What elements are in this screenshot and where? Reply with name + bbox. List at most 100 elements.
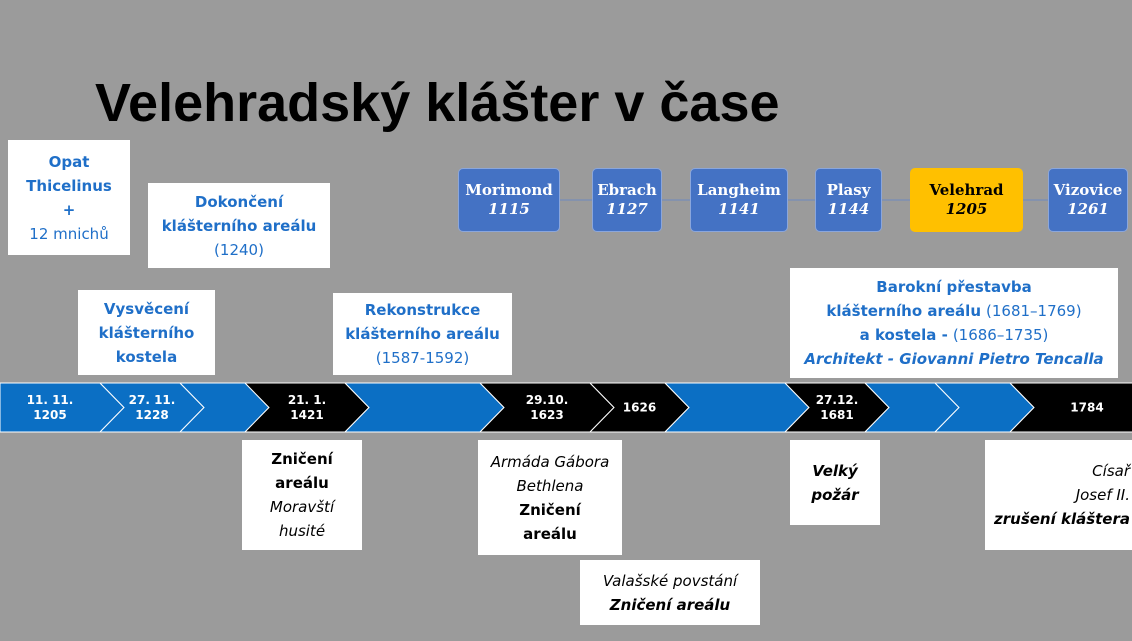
event-box: Císař Josef II. zrušení kláštera xyxy=(985,440,1132,550)
event-line: Zničení areálu xyxy=(610,593,730,617)
event-line: kostela xyxy=(116,345,177,369)
event-text: Dokončení xyxy=(195,193,283,211)
event-text: Architekt - Giovanni Pietro Tencalla xyxy=(804,350,1103,368)
event-line: a kostela - (1686–1735) xyxy=(860,323,1049,347)
event-text: Zničení xyxy=(271,450,333,468)
event-line: Architekt - Giovanni Pietro Tencalla xyxy=(804,347,1103,371)
monastery-name: Ebrach xyxy=(597,181,657,200)
event-line: (1587-1592) xyxy=(376,346,469,370)
event-line: klášterního areálu (1681–1769) xyxy=(826,299,1081,323)
event-line: Zničení xyxy=(519,498,581,522)
date-label: 27.12. xyxy=(816,393,859,407)
event-text: Zničení xyxy=(519,501,581,519)
event-line: požár xyxy=(811,483,858,507)
title: Velehradský klášter v čase xyxy=(95,72,780,134)
event-line: klášterního xyxy=(99,321,195,345)
monastery-name: Langheim xyxy=(697,181,781,200)
event-line: Valašské povstání xyxy=(603,569,737,593)
event-text: Armáda Gábora xyxy=(491,453,610,471)
date-label: 27. 11. xyxy=(129,393,176,407)
monastery-year: 1141 xyxy=(718,200,760,219)
event-text: klášterního areálu xyxy=(345,325,500,343)
monastery-year: 1115 xyxy=(488,200,530,219)
monastery-name: Plasy xyxy=(827,181,871,200)
date-label: 1228 xyxy=(135,408,168,422)
event-text: Thicelinus xyxy=(26,177,112,195)
event-line: 12 mnichů xyxy=(29,222,108,246)
date-label: 1623 xyxy=(530,408,563,422)
event-line: Dokončení xyxy=(195,190,283,214)
event-line: Vysvěcení xyxy=(104,297,189,321)
event-text: areálu xyxy=(523,525,577,543)
event-line: Bethlena xyxy=(516,474,583,498)
event-line: Opat xyxy=(49,150,90,174)
event-text: husité xyxy=(279,522,325,540)
event-box: Vysvěcení klášterního kostela xyxy=(78,290,215,375)
event-line: Velký xyxy=(812,459,858,483)
event-line: Císař xyxy=(1092,459,1130,483)
event-text: klášterního xyxy=(99,324,195,342)
event-text: klášterního areálu xyxy=(826,302,981,320)
event-box: Velký požár xyxy=(790,440,880,525)
monastery-name: Vizovice xyxy=(1054,181,1123,200)
event-text: Císař xyxy=(1092,462,1130,480)
monastery-year: 1144 xyxy=(828,200,870,219)
event-text: Zničení areálu xyxy=(610,596,730,614)
event-text: + xyxy=(63,201,76,219)
event-text: Vysvěcení xyxy=(104,300,189,318)
slide: 11. 11.120527. 11.122821. 1.142129.10.16… xyxy=(0,0,1132,641)
date-label: 1421 xyxy=(290,408,323,422)
event-text: Moravští xyxy=(270,498,334,516)
event-box: Rekonstrukce klášterního areálu (1587-1592… xyxy=(333,293,512,375)
event-line: Thicelinus xyxy=(26,174,112,198)
event-line: Rekonstrukce xyxy=(365,298,481,322)
event-line: Zničení xyxy=(271,447,333,471)
event-box: Dokončení klášterního areálu (1240) xyxy=(148,183,330,268)
monastery-year: 1261 xyxy=(1067,200,1109,219)
monastery-year: 1205 xyxy=(946,200,988,219)
event-text: a kostela - xyxy=(860,326,948,344)
event-line: klášterního areálu xyxy=(162,214,317,238)
event-text: Barokní přestavba xyxy=(876,278,1031,296)
date-label: 1784 xyxy=(1070,401,1103,415)
date-label: 11. 11. xyxy=(27,393,74,407)
event-line: areálu xyxy=(275,471,329,495)
event-text: (1681–1769) xyxy=(986,302,1082,320)
event-text: (1587-1592) xyxy=(376,349,469,367)
date-label: 21. 1. xyxy=(288,393,326,407)
monastery-year: 1127 xyxy=(606,200,648,219)
event-box: Armáda Gábora Bethlena Zničení areálu xyxy=(478,440,622,555)
event-line: Moravští xyxy=(270,495,334,519)
event-text: Opat xyxy=(49,153,90,171)
date-label: 1626 xyxy=(623,401,656,415)
event-box: Zničení areálu Moravští husité xyxy=(242,440,362,550)
event-text: areálu xyxy=(275,474,329,492)
chevron xyxy=(345,383,504,432)
event-box: Opat Thicelinus +12 mnichů xyxy=(8,140,130,255)
event-text: Rekonstrukce xyxy=(365,301,481,319)
event-text: klášterního areálu xyxy=(162,217,317,235)
event-line: Armáda Gábora xyxy=(491,450,610,474)
event-line: (1240) xyxy=(214,238,264,262)
event-box: Valašské povstání Zničení areálu xyxy=(580,560,760,625)
event-box: Barokní přestavba klášterního areálu (1681… xyxy=(790,268,1118,378)
date-label: 29.10. xyxy=(526,393,569,407)
event-text: (1686–1735) xyxy=(953,326,1049,344)
event-line: + xyxy=(63,198,76,222)
monastery-name: Velehrad xyxy=(929,181,1003,200)
date-label: 1681 xyxy=(820,408,853,422)
event-line: husité xyxy=(279,519,325,543)
event-text: Velký xyxy=(812,462,858,480)
event-text: zrušení kláštera xyxy=(994,510,1130,528)
monastery-name: Morimond xyxy=(465,181,552,200)
event-text: Josef II. xyxy=(1076,486,1130,504)
event-text: Valašské povstání xyxy=(603,572,737,590)
event-line: Josef II. xyxy=(1076,483,1130,507)
event-text: (1240) xyxy=(214,241,264,259)
